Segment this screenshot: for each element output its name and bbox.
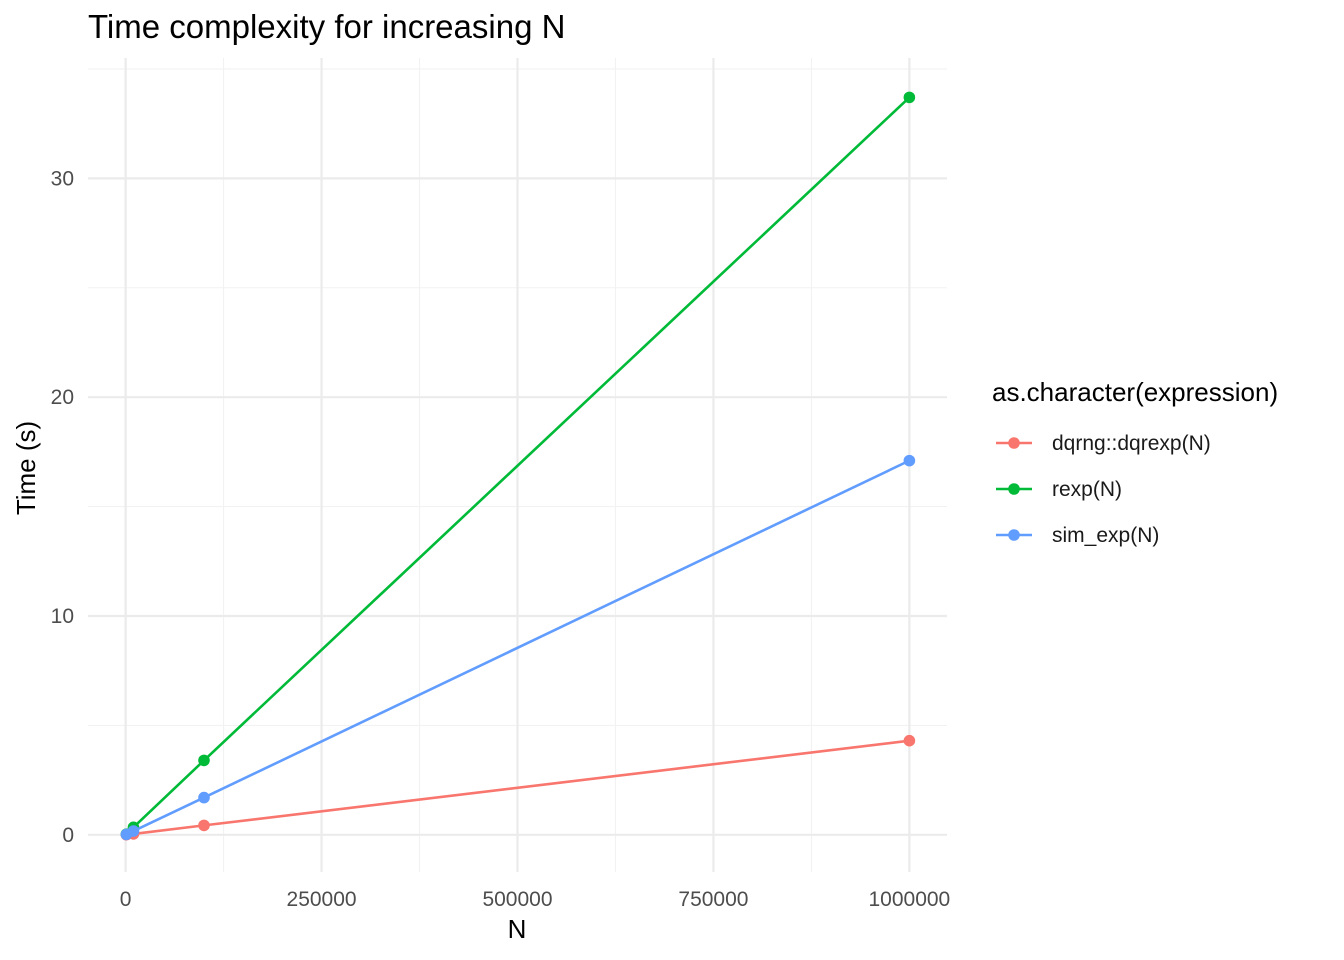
data-point-rexp-n — [903, 91, 916, 104]
x-tick-label: 250000 — [287, 888, 357, 911]
x-tick-label: 0 — [120, 888, 132, 911]
y-tick-label: 20 — [51, 386, 74, 409]
data-point-sim-exp-n — [903, 454, 916, 467]
legend-key-point-rexp-n — [1008, 483, 1020, 495]
data-point-rexp-n — [198, 754, 210, 767]
legend-title: as.character(expression) — [992, 377, 1278, 407]
x-tick-label: 1000000 — [868, 888, 950, 911]
legend-key-point-sim-exp-n — [1008, 529, 1020, 541]
y-tick-label: 30 — [51, 167, 74, 190]
y-axis-title: Time (s) — [11, 421, 41, 515]
legend-label-sim-exp-n: sim_exp(N) — [1052, 524, 1159, 547]
legend: as.character(expression) dqrng::dqrexp(N… — [992, 377, 1278, 547]
legend-label-rexp-n: rexp(N) — [1052, 478, 1122, 501]
y-tick-label: 0 — [62, 824, 74, 847]
chart-title: Time complexity for increasing N — [88, 8, 565, 45]
data-point-dqrng-dqrexp-n — [198, 819, 210, 832]
x-axis-ticks: 0 250000 500000 750000 1000000 — [120, 888, 950, 911]
x-tick-label: 500000 — [482, 888, 552, 911]
data-point-dqrng-dqrexp-n — [903, 734, 916, 747]
data-point-sim-exp-n — [198, 791, 210, 804]
legend-key-point-dqrng-dqrexp-n — [1008, 437, 1020, 449]
data-point-sim-exp-n — [127, 825, 140, 837]
legend-label-dqrng-dqrexp-n: dqrng::dqrexp(N) — [1052, 432, 1211, 455]
x-axis-title: N — [508, 914, 527, 944]
y-axis-ticks: 0 10 20 30 — [51, 167, 74, 846]
x-tick-label: 750000 — [678, 888, 748, 911]
series-layer — [120, 91, 916, 841]
y-tick-label: 10 — [51, 605, 74, 628]
